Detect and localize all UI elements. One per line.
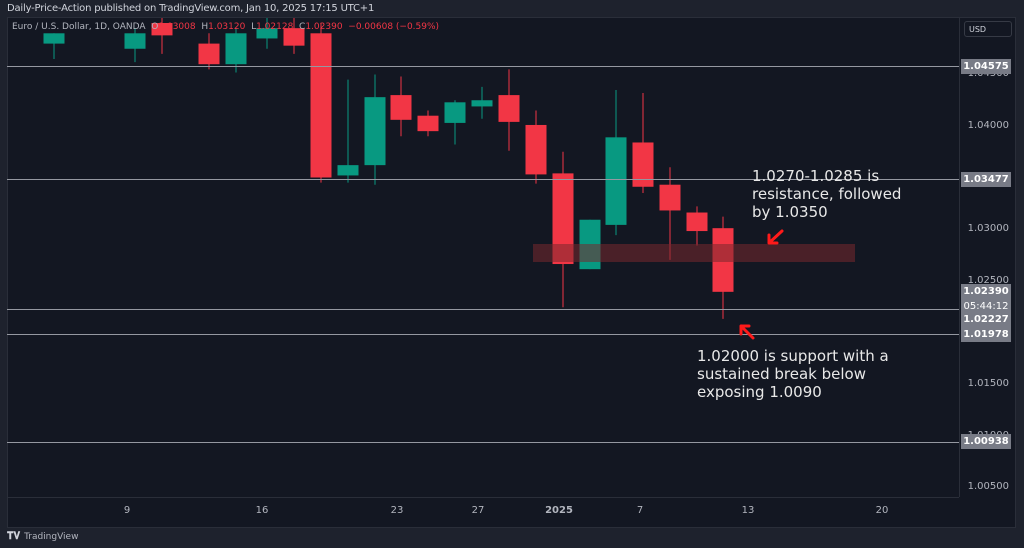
bar-countdown: 05:44:12	[963, 301, 1009, 312]
y-tick: 1.02500	[967, 275, 1009, 286]
publisher-caption: Daily-Price-Action published on TradingV…	[7, 3, 375, 14]
candle-body[interactable]	[605, 137, 627, 225]
price-label-101978: 1.01978	[961, 327, 1011, 342]
price-label-103477: 1.03477	[961, 172, 1011, 187]
y-tick: 1.01500	[967, 378, 1009, 389]
x-tick: 7	[636, 505, 644, 516]
open-value: 1.03008	[158, 22, 196, 32]
candle-body[interactable]	[364, 97, 386, 166]
symbol-label: Euro / U.S. Dollar, 1D, OANDA	[12, 22, 146, 32]
x-tick: 16	[255, 505, 269, 516]
last-price-label: 1.02390 05:44:12	[961, 284, 1011, 314]
candle-body[interactable]	[659, 184, 681, 211]
candle-body[interactable]	[525, 124, 547, 175]
ohlc-legend: Euro / U.S. Dollar, 1D, OANDA O1.03008 H…	[12, 22, 440, 32]
low-value: 1.02128	[256, 22, 294, 32]
close-value: 1.02390	[305, 22, 343, 32]
time-axis[interactable]	[7, 497, 959, 528]
candle-body[interactable]	[471, 100, 493, 107]
x-tick: 13	[741, 505, 755, 516]
x-tick: 9	[123, 505, 131, 516]
price-label-102227: 1.02227	[961, 312, 1011, 327]
candle-body[interactable]	[43, 33, 65, 44]
level-line-102227[interactable]	[7, 309, 959, 310]
x-tick: 2025	[545, 505, 573, 516]
level-line-103477[interactable]	[7, 179, 959, 180]
plot-area[interactable]	[7, 18, 959, 497]
y-tick: 1.04000	[967, 120, 1009, 131]
last-price-value: 1.02390	[963, 286, 1009, 297]
support-annotation: 1.02000 is support with a sustained brea…	[697, 347, 889, 401]
y-tick: 1.03000	[967, 223, 1009, 234]
candle-body[interactable]	[390, 95, 412, 120]
candle-body[interactable]	[337, 165, 359, 176]
candle-body[interactable]	[552, 173, 574, 265]
level-line-100938[interactable]	[7, 442, 959, 443]
candle-body[interactable]	[417, 115, 439, 132]
price-label-100938: 1.00938	[961, 434, 1011, 449]
arrow-up-left-icon	[739, 324, 755, 340]
resistance-zone[interactable]	[533, 244, 855, 262]
change-value: −0.00608 (−0.59%)	[348, 22, 440, 32]
candle-body[interactable]	[225, 33, 247, 65]
currency-button[interactable]: USD	[964, 21, 1012, 37]
candle-body[interactable]	[124, 33, 146, 49]
brand-label: TradingView	[24, 531, 79, 542]
level-line-104575[interactable]	[7, 66, 959, 67]
candle-body[interactable]	[632, 142, 654, 187]
price-label-104575: 1.04575	[961, 59, 1011, 74]
level-line-101978[interactable]	[7, 334, 959, 335]
x-tick: 23	[390, 505, 404, 516]
y-tick: 1.00500	[967, 481, 1009, 492]
candle-body[interactable]	[686, 212, 708, 232]
x-tick: 20	[875, 505, 889, 516]
price-axis[interactable]: 1.04500 1.04000 1.03000 1.02500 1.01500 …	[959, 18, 1017, 497]
candle-body[interactable]	[498, 95, 520, 122]
candle-body[interactable]	[198, 43, 220, 65]
arrow-down-left-icon	[767, 229, 784, 245]
resistance-annotation: 1.0270-1.0285 is resistance, followed by…	[752, 167, 902, 221]
candle-body[interactable]	[444, 102, 466, 123]
x-tick: 27	[471, 505, 485, 516]
candle-body[interactable]	[151, 23, 173, 36]
high-value: 1.03120	[208, 22, 246, 32]
candle-body[interactable]	[310, 33, 332, 178]
candle-body[interactable]	[256, 28, 278, 39]
tradingview-logo[interactable]: 𝐓𝐕 TradingView	[7, 531, 78, 542]
candle-body[interactable]	[283, 28, 305, 46]
tv-logo-icon: 𝐓𝐕	[7, 531, 21, 542]
